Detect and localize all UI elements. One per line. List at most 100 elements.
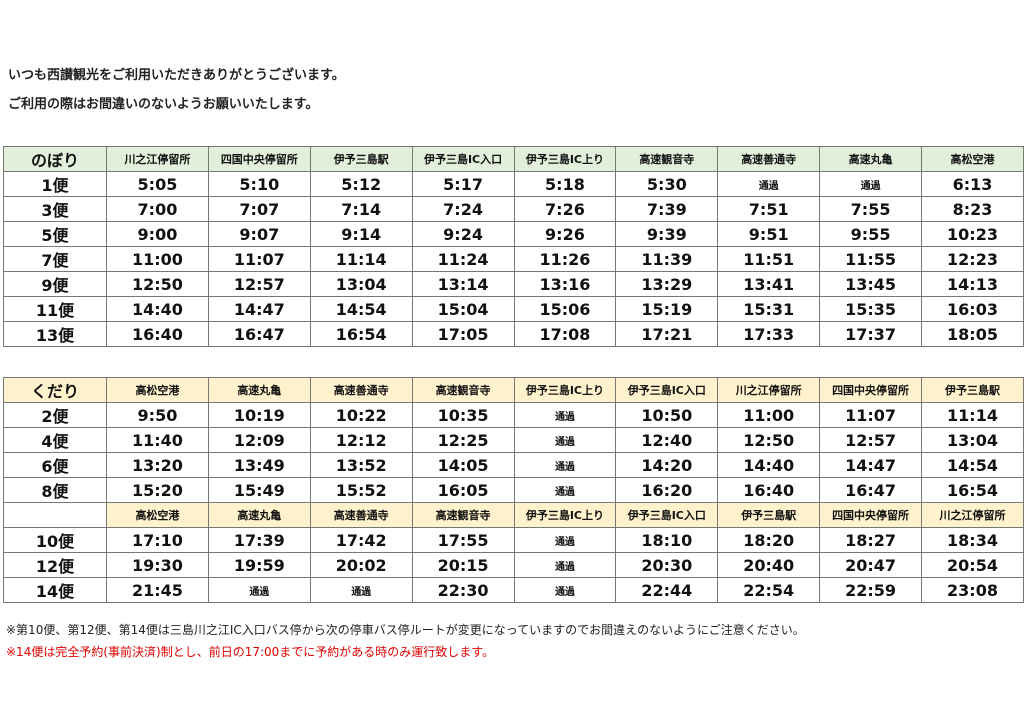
trip-row: 1便 5:05 5:10 5:12 5:17 5:18 5:30 通過 通過 6:13 xyxy=(3,171,1024,197)
trip-number: 3便 xyxy=(3,196,107,222)
departure-time: 15:04 xyxy=(411,296,515,322)
departure-time: 7:26 xyxy=(513,196,617,222)
departure-time: 7:24 xyxy=(411,196,515,222)
stop-header: 川之江停留所 xyxy=(921,502,1024,528)
stop-header: 伊予三島駅 xyxy=(309,146,413,172)
departure-time: 通過 xyxy=(513,402,617,428)
trip-row: 14便 21:45 通過 通過 22:30 通過 22:44 22:54 22:59 23:08 xyxy=(3,577,1024,603)
stop-header: 高速善通寺 xyxy=(309,377,413,403)
trip-number: 12便 xyxy=(3,552,107,578)
departure-time: 9:50 xyxy=(106,402,209,428)
stop-header: 伊予三島駅 xyxy=(717,502,821,528)
stop-header: 川之江停留所 xyxy=(106,146,209,172)
trip-number: 7便 xyxy=(3,246,107,272)
departure-time: 21:45 xyxy=(106,577,209,603)
stop-header: 高松空港 xyxy=(921,146,1024,172)
stop-header: 高速観音寺 xyxy=(615,146,719,172)
departure-time: 15:35 xyxy=(819,296,922,322)
departure-time: 14:47 xyxy=(207,296,311,322)
departure-time: 15:31 xyxy=(717,296,821,322)
departure-time: 12:50 xyxy=(106,271,209,297)
departure-time: 20:47 xyxy=(819,552,922,578)
departure-time: 9:55 xyxy=(819,221,922,247)
trip-number: 14便 xyxy=(3,577,107,603)
departure-time: 12:40 xyxy=(615,427,719,453)
departure-time: 13:04 xyxy=(309,271,413,297)
departure-time: 17:37 xyxy=(819,321,922,347)
departure-time: 10:23 xyxy=(921,221,1024,247)
departure-time: 18:20 xyxy=(717,527,821,553)
departure-time: 11:07 xyxy=(819,402,922,428)
departure-time: 16:05 xyxy=(411,477,515,503)
departure-time: 9:14 xyxy=(309,221,413,247)
trip-number: 6便 xyxy=(3,452,107,478)
departure-time: 7:39 xyxy=(615,196,719,222)
departure-time: 10:50 xyxy=(615,402,719,428)
departure-time: 20:54 xyxy=(921,552,1024,578)
departure-time: 12:57 xyxy=(207,271,311,297)
departure-time: 11:55 xyxy=(819,246,922,272)
departure-time: 17:05 xyxy=(411,321,515,347)
stop-header: 高速観音寺 xyxy=(411,377,515,403)
down-timetable: くだり 高松空港 高速丸亀 高速善通寺 高速観音寺 伊予三島IC上り 伊予三島IC入口 川之江… xyxy=(3,377,1024,603)
trip-row: 5便 9:00 9:07 9:14 9:24 9:26 9:39 9:51 9:55 10:23 xyxy=(3,221,1024,247)
departure-time: 通過 xyxy=(717,171,821,197)
stop-header: 高松空港 xyxy=(106,502,209,528)
departure-time: 10:35 xyxy=(411,402,515,428)
departure-time: 13:49 xyxy=(207,452,311,478)
departure-time: 通過 xyxy=(513,427,617,453)
departure-time: 12:23 xyxy=(921,246,1024,272)
departure-time: 17:21 xyxy=(615,321,719,347)
departure-time: 14:20 xyxy=(615,452,719,478)
departure-time: 通過 xyxy=(513,477,617,503)
departure-time: 19:59 xyxy=(207,552,311,578)
departure-time: 16:40 xyxy=(717,477,821,503)
departure-time: 9:51 xyxy=(717,221,821,247)
departure-time: 16:03 xyxy=(921,296,1024,322)
departure-time: 8:23 xyxy=(921,196,1024,222)
departure-time: 14:40 xyxy=(106,296,209,322)
departure-time: 10:22 xyxy=(309,402,413,428)
departure-time: 5:10 xyxy=(207,171,311,197)
departure-time: 通過 xyxy=(207,577,311,603)
stop-header: 高速善通寺 xyxy=(717,146,821,172)
stop-header: 伊予三島IC上り xyxy=(513,146,617,172)
departure-time: 5:17 xyxy=(411,171,515,197)
departure-time: 22:44 xyxy=(615,577,719,603)
departure-time: 13:29 xyxy=(615,271,719,297)
departure-time: 13:04 xyxy=(921,427,1024,453)
departure-time: 20:02 xyxy=(309,552,413,578)
direction-label xyxy=(3,502,107,528)
departure-time: 18:34 xyxy=(921,527,1024,553)
departure-time: 5:12 xyxy=(309,171,413,197)
stop-header: 高松空港 xyxy=(106,377,209,403)
departure-time: 16:40 xyxy=(106,321,209,347)
departure-time: 14:54 xyxy=(921,452,1024,478)
departure-time: 9:00 xyxy=(106,221,209,247)
departure-time: 11:07 xyxy=(207,246,311,272)
departure-time: 16:47 xyxy=(819,477,922,503)
departure-time: 6:13 xyxy=(921,171,1024,197)
trip-row: 2便 9:50 10:19 10:22 10:35 通過 10:50 11:00 11:07 11… xyxy=(3,402,1024,428)
departure-time: 5:30 xyxy=(615,171,719,197)
stop-header: 伊予三島IC入口 xyxy=(411,146,515,172)
trip-row: 10便 17:10 17:39 17:42 17:55 通過 18:10 18:20 18:27… xyxy=(3,527,1024,553)
departure-time: 11:00 xyxy=(106,246,209,272)
direction-label: のぼり xyxy=(3,146,107,172)
departure-time: 15:06 xyxy=(513,296,617,322)
departure-time: 7:07 xyxy=(207,196,311,222)
trip-number: 4便 xyxy=(3,427,107,453)
intro-line-2: ご利用の際はお間違いのないようお願いいたします。 xyxy=(8,97,319,112)
trip-number: 8便 xyxy=(3,477,107,503)
departure-time: 9:26 xyxy=(513,221,617,247)
stop-header: 四国中央停留所 xyxy=(819,502,922,528)
trip-row: 12便 19:30 19:59 20:02 20:15 通過 20:30 20:40 20:47… xyxy=(3,552,1024,578)
departure-time: 11:40 xyxy=(106,427,209,453)
stop-header: 伊予三島IC上り xyxy=(513,502,617,528)
stop-header: 川之江停留所 xyxy=(717,377,821,403)
departure-time: 9:39 xyxy=(615,221,719,247)
trip-number: 1便 xyxy=(3,171,107,197)
departure-time: 14:13 xyxy=(921,271,1024,297)
departure-time: 5:05 xyxy=(106,171,209,197)
departure-time: 14:40 xyxy=(717,452,821,478)
